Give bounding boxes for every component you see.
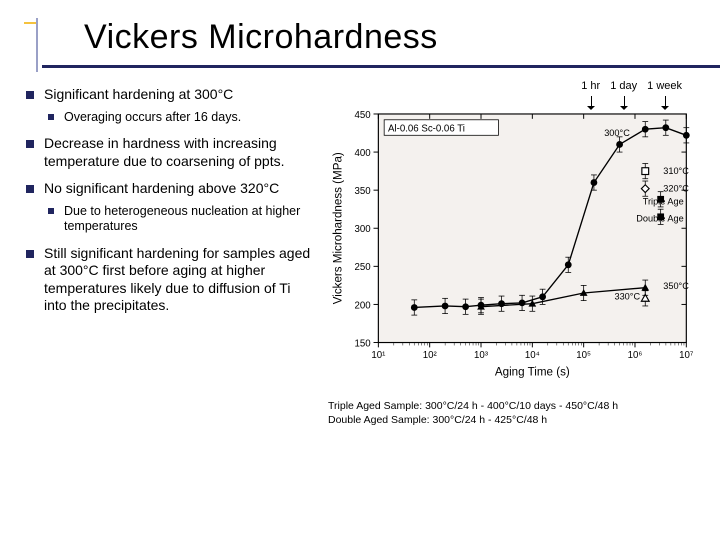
time-marker-1: 1 hr bbox=[581, 80, 600, 92]
svg-text:10⁴: 10⁴ bbox=[525, 350, 540, 361]
svg-text:200: 200 bbox=[354, 300, 370, 311]
svg-text:10⁷: 10⁷ bbox=[679, 350, 694, 361]
slide-title: Vickers Microhardness bbox=[84, 18, 438, 57]
caption-line-1: Triple Aged Sample: 300°C/24 h - 400°C/1… bbox=[328, 399, 696, 413]
title-underline bbox=[42, 65, 720, 68]
svg-text:10³: 10³ bbox=[474, 350, 489, 361]
content-row: Significant hardening at 300°C Overaging… bbox=[24, 86, 696, 427]
title-accent-vline bbox=[36, 18, 38, 72]
svg-text:Al-0.06 Sc-0.06 Ti: Al-0.06 Sc-0.06 Ti bbox=[388, 123, 465, 134]
svg-text:250: 250 bbox=[354, 262, 370, 273]
svg-text:10⁵: 10⁵ bbox=[576, 350, 591, 361]
svg-text:Vickers Microhardness (MPa): Vickers Microhardness (MPa) bbox=[332, 152, 345, 304]
time-markers: 1 hr 1 day 1 week bbox=[581, 80, 682, 92]
bullet-column: Significant hardening at 300°C Overaging… bbox=[24, 86, 314, 427]
svg-text:450: 450 bbox=[354, 110, 370, 121]
svg-text:350°C: 350°C bbox=[663, 281, 689, 291]
svg-text:350: 350 bbox=[354, 186, 370, 197]
bullet-3-sub: Due to heterogeneous nucleation at highe… bbox=[44, 204, 314, 235]
title-accent-ticks bbox=[24, 22, 36, 28]
bullet-1: Significant hardening at 300°C Overaging… bbox=[24, 86, 314, 125]
svg-text:300: 300 bbox=[354, 224, 370, 235]
svg-text:150: 150 bbox=[354, 338, 370, 349]
bullet-3: No significant hardening above 320°C Due… bbox=[24, 180, 314, 235]
bullet-list: Significant hardening at 300°C Overaging… bbox=[24, 86, 314, 315]
caption-block: Triple Aged Sample: 300°C/24 h - 400°C/1… bbox=[328, 399, 696, 427]
svg-text:330°C: 330°C bbox=[614, 292, 640, 302]
svg-text:Triple Age: Triple Age bbox=[643, 196, 684, 206]
svg-text:Double Age: Double Age bbox=[636, 213, 684, 223]
time-marker-2: 1 day bbox=[610, 80, 637, 92]
svg-text:10¹: 10¹ bbox=[371, 350, 386, 361]
slide-root: Vickers Microhardness Significant harden… bbox=[0, 0, 720, 540]
svg-text:400: 400 bbox=[354, 148, 370, 159]
title-row: Vickers Microhardness bbox=[24, 18, 696, 57]
svg-text:10²: 10² bbox=[423, 350, 438, 361]
hardness-chart: 150 200 250 300 350 400 450 10¹ 10² 10³ 10⁴ 10⁵ 10⁶ 1… bbox=[328, 86, 696, 386]
svg-text:320°C: 320°C bbox=[663, 184, 689, 194]
tick-icon bbox=[24, 22, 36, 24]
svg-text:300°C: 300°C bbox=[604, 128, 630, 138]
bullet-2: Decrease in hardness with increasing tem… bbox=[24, 135, 314, 170]
time-marker-3: 1 week bbox=[647, 80, 682, 92]
bullet-1-text: Significant hardening at 300°C bbox=[44, 86, 233, 102]
bullet-1-sub: Overaging occurs after 16 days. bbox=[44, 110, 314, 126]
bullet-4: Still significant hardening for samples … bbox=[24, 245, 314, 315]
figure-column: 1 hr 1 day 1 week 1502002503003504004501… bbox=[328, 86, 696, 427]
svg-text:10⁶: 10⁶ bbox=[628, 350, 643, 361]
svg-text:Aging Time (s): Aging Time (s) bbox=[495, 365, 570, 378]
caption-line-2: Double Aged Sample: 300°C/24 h - 425°C/4… bbox=[328, 413, 696, 427]
svg-text:310°C: 310°C bbox=[663, 166, 689, 176]
bullet-3-text: No significant hardening above 320°C bbox=[44, 180, 279, 196]
